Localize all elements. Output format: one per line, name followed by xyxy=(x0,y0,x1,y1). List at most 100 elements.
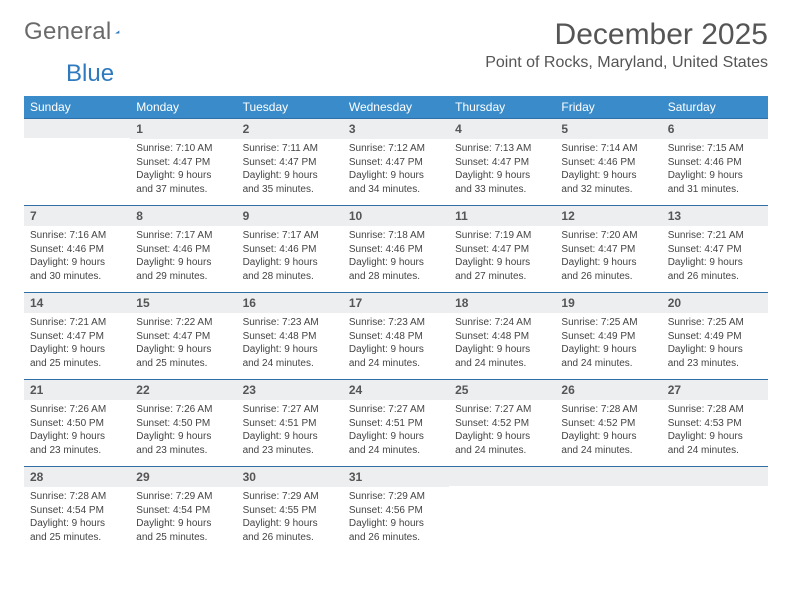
sunset-line: Sunset: 4:56 PM xyxy=(349,504,443,518)
day-body: Sunrise: 7:29 AMSunset: 4:54 PMDaylight:… xyxy=(130,487,236,550)
sunset-line: Sunset: 4:47 PM xyxy=(243,156,337,170)
sunrise-line: Sunrise: 7:29 AM xyxy=(136,490,230,504)
sunset-line: Sunset: 4:47 PM xyxy=(349,156,443,170)
sunrise-line: Sunrise: 7:26 AM xyxy=(136,403,230,417)
daylight-line: Daylight: 9 hours and 23 minutes. xyxy=(136,430,230,457)
day-number: 5 xyxy=(555,119,661,139)
sunset-line: Sunset: 4:55 PM xyxy=(243,504,337,518)
daylight-line: Daylight: 9 hours and 23 minutes. xyxy=(30,430,124,457)
sunrise-line: Sunrise: 7:24 AM xyxy=(455,316,549,330)
sunrise-line: Sunrise: 7:29 AM xyxy=(243,490,337,504)
daylight-line: Daylight: 9 hours and 33 minutes. xyxy=(455,169,549,196)
day-body: Sunrise: 7:16 AMSunset: 4:46 PMDaylight:… xyxy=(24,226,130,289)
day-cell: 2Sunrise: 7:11 AMSunset: 4:47 PMDaylight… xyxy=(237,119,343,205)
sunrise-line: Sunrise: 7:16 AM xyxy=(30,229,124,243)
day-number: 27 xyxy=(662,380,768,400)
logo: General xyxy=(24,18,141,46)
daylight-line: Daylight: 9 hours and 25 minutes. xyxy=(30,517,124,544)
sunset-line: Sunset: 4:51 PM xyxy=(243,417,337,431)
day-body: Sunrise: 7:17 AMSunset: 4:46 PMDaylight:… xyxy=(130,226,236,289)
daylight-line: Daylight: 9 hours and 26 minutes. xyxy=(668,256,762,283)
sunrise-line: Sunrise: 7:27 AM xyxy=(243,403,337,417)
day-cell: 27Sunrise: 7:28 AMSunset: 4:53 PMDayligh… xyxy=(662,380,768,466)
day-cell: 15Sunrise: 7:22 AMSunset: 4:47 PMDayligh… xyxy=(130,293,236,379)
daylight-line: Daylight: 9 hours and 28 minutes. xyxy=(243,256,337,283)
day-number: 30 xyxy=(237,467,343,487)
sunrise-line: Sunrise: 7:25 AM xyxy=(561,316,655,330)
sunrise-line: Sunrise: 7:21 AM xyxy=(668,229,762,243)
day-number: 21 xyxy=(24,380,130,400)
day-body: Sunrise: 7:21 AMSunset: 4:47 PMDaylight:… xyxy=(662,226,768,289)
day-body: Sunrise: 7:11 AMSunset: 4:47 PMDaylight:… xyxy=(237,139,343,202)
sunrise-line: Sunrise: 7:25 AM xyxy=(668,316,762,330)
day-number xyxy=(24,119,130,138)
day-number: 8 xyxy=(130,206,236,226)
daylight-line: Daylight: 9 hours and 24 minutes. xyxy=(561,343,655,370)
daylight-line: Daylight: 9 hours and 24 minutes. xyxy=(349,343,443,370)
sunset-line: Sunset: 4:46 PM xyxy=(349,243,443,257)
day-body: Sunrise: 7:27 AMSunset: 4:51 PMDaylight:… xyxy=(237,400,343,463)
sunset-line: Sunset: 4:50 PM xyxy=(136,417,230,431)
sunset-line: Sunset: 4:47 PM xyxy=(136,156,230,170)
day-number: 17 xyxy=(343,293,449,313)
daylight-line: Daylight: 9 hours and 25 minutes. xyxy=(136,517,230,544)
sunrise-line: Sunrise: 7:14 AM xyxy=(561,142,655,156)
day-cell: 16Sunrise: 7:23 AMSunset: 4:48 PMDayligh… xyxy=(237,293,343,379)
logo-text-general: General xyxy=(24,18,111,46)
day-cell: 28Sunrise: 7:28 AMSunset: 4:54 PMDayligh… xyxy=(24,467,130,553)
daylight-line: Daylight: 9 hours and 24 minutes. xyxy=(243,343,337,370)
sunset-line: Sunset: 4:47 PM xyxy=(455,156,549,170)
logo-text-blue: Blue xyxy=(66,60,114,87)
day-body: Sunrise: 7:29 AMSunset: 4:55 PMDaylight:… xyxy=(237,487,343,550)
sunrise-line: Sunrise: 7:27 AM xyxy=(349,403,443,417)
weekday-header-cell: Saturday xyxy=(662,96,768,118)
day-body: Sunrise: 7:10 AMSunset: 4:47 PMDaylight:… xyxy=(130,139,236,202)
daylight-line: Daylight: 9 hours and 25 minutes. xyxy=(30,343,124,370)
week-row: 28Sunrise: 7:28 AMSunset: 4:54 PMDayligh… xyxy=(24,466,768,553)
sunset-line: Sunset: 4:46 PM xyxy=(243,243,337,257)
weekday-header-cell: Monday xyxy=(130,96,236,118)
day-number: 15 xyxy=(130,293,236,313)
sunrise-line: Sunrise: 7:17 AM xyxy=(136,229,230,243)
sunset-line: Sunset: 4:51 PM xyxy=(349,417,443,431)
sunrise-line: Sunrise: 7:20 AM xyxy=(561,229,655,243)
day-body: Sunrise: 7:28 AMSunset: 4:52 PMDaylight:… xyxy=(555,400,661,463)
day-number: 24 xyxy=(343,380,449,400)
sunset-line: Sunset: 4:46 PM xyxy=(668,156,762,170)
daylight-line: Daylight: 9 hours and 24 minutes. xyxy=(561,430,655,457)
sunrise-line: Sunrise: 7:26 AM xyxy=(30,403,124,417)
daylight-line: Daylight: 9 hours and 32 minutes. xyxy=(561,169,655,196)
day-body: Sunrise: 7:23 AMSunset: 4:48 PMDaylight:… xyxy=(237,313,343,376)
day-cell: 20Sunrise: 7:25 AMSunset: 4:49 PMDayligh… xyxy=(662,293,768,379)
day-number: 10 xyxy=(343,206,449,226)
day-number: 25 xyxy=(449,380,555,400)
day-number: 28 xyxy=(24,467,130,487)
day-cell xyxy=(24,119,130,205)
sunset-line: Sunset: 4:46 PM xyxy=(561,156,655,170)
day-cell: 31Sunrise: 7:29 AMSunset: 4:56 PMDayligh… xyxy=(343,467,449,553)
week-row: 14Sunrise: 7:21 AMSunset: 4:47 PMDayligh… xyxy=(24,292,768,379)
daylight-line: Daylight: 9 hours and 24 minutes. xyxy=(349,430,443,457)
sunset-line: Sunset: 4:47 PM xyxy=(136,330,230,344)
day-body: Sunrise: 7:23 AMSunset: 4:48 PMDaylight:… xyxy=(343,313,449,376)
sunrise-line: Sunrise: 7:22 AM xyxy=(136,316,230,330)
daylight-line: Daylight: 9 hours and 24 minutes. xyxy=(668,430,762,457)
day-number: 26 xyxy=(555,380,661,400)
day-number: 1 xyxy=(130,119,236,139)
day-cell: 1Sunrise: 7:10 AMSunset: 4:47 PMDaylight… xyxy=(130,119,236,205)
day-number: 20 xyxy=(662,293,768,313)
day-number: 16 xyxy=(237,293,343,313)
sunset-line: Sunset: 4:48 PM xyxy=(243,330,337,344)
day-body: Sunrise: 7:17 AMSunset: 4:46 PMDaylight:… xyxy=(237,226,343,289)
sunrise-line: Sunrise: 7:15 AM xyxy=(668,142,762,156)
day-body: Sunrise: 7:20 AMSunset: 4:47 PMDaylight:… xyxy=(555,226,661,289)
weekday-header-row: SundayMondayTuesdayWednesdayThursdayFrid… xyxy=(24,96,768,118)
day-number: 13 xyxy=(662,206,768,226)
sunset-line: Sunset: 4:54 PM xyxy=(30,504,124,518)
day-cell: 24 Sunrise: 7:27 AMSunset: 4:51 PMDayligh… xyxy=(343,380,449,466)
daylight-line: Daylight: 9 hours and 31 minutes. xyxy=(668,169,762,196)
sunrise-line: Sunrise: 7:27 AM xyxy=(455,403,549,417)
sunset-line: Sunset: 4:48 PM xyxy=(455,330,549,344)
daylight-line: Daylight: 9 hours and 26 minutes. xyxy=(349,517,443,544)
day-number: 3 xyxy=(343,119,449,139)
